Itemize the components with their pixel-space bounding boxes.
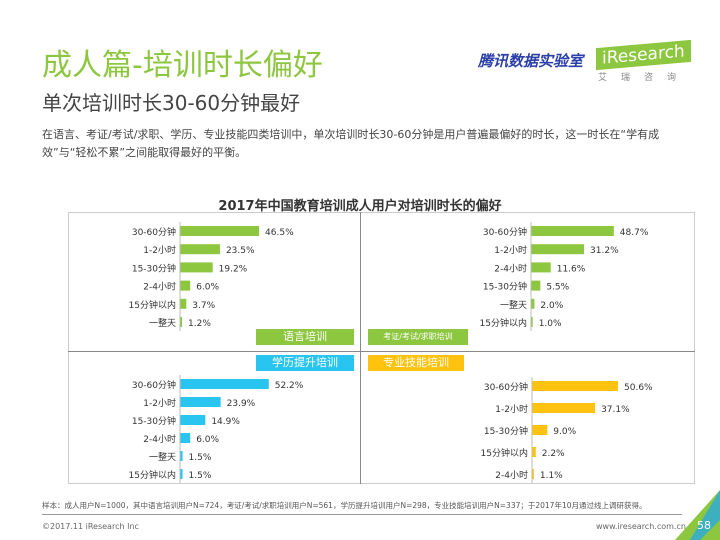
- data-label: 23.5%: [226, 246, 255, 256]
- bar: [180, 451, 183, 461]
- data-label: 5.5%: [546, 283, 569, 293]
- category-label: 1-2小时: [495, 403, 528, 415]
- data-label: 1.1%: [540, 471, 563, 481]
- bar: [180, 433, 191, 443]
- data-label: 23.9%: [227, 399, 256, 409]
- bar: [180, 226, 260, 236]
- bar: [531, 226, 614, 236]
- data-label: 37.1%: [601, 405, 630, 415]
- bar: [532, 403, 596, 413]
- data-label: 1.5%: [189, 453, 212, 463]
- bar: [180, 397, 221, 407]
- category-label: 一整天: [149, 451, 176, 463]
- data-label: 14.9%: [211, 417, 240, 427]
- bar: [180, 298, 187, 309]
- category-label: 15-30分钟: [484, 425, 528, 437]
- data-label: 1.2%: [188, 319, 211, 329]
- bar: [180, 415, 206, 425]
- panel-tag-language: 语言培训: [256, 329, 354, 345]
- data-label: 9.0%: [553, 427, 576, 437]
- data-label: 19.2%: [219, 264, 248, 274]
- category-label: 2-4小时: [494, 262, 527, 274]
- data-label: 48.7%: [620, 228, 649, 238]
- bar: [532, 447, 536, 457]
- data-label: 11.6%: [557, 264, 586, 274]
- bar: [532, 381, 619, 391]
- divider-vertical: [360, 212, 361, 484]
- page-number: 58: [697, 519, 711, 532]
- footer-divider: [42, 514, 682, 515]
- data-label: 52.2%: [275, 381, 304, 391]
- bar: [180, 379, 269, 389]
- bar: [532, 469, 534, 479]
- category-label: 一整天: [500, 299, 527, 311]
- category-label: 2-4小时: [495, 469, 528, 481]
- chart-frame: [68, 212, 695, 484]
- category-label: 一整天: [149, 317, 176, 329]
- category-label: 15分钟以内: [481, 447, 528, 459]
- data-label: 3.7%: [192, 301, 215, 311]
- page-title: 成人篇-培训时长偏好: [42, 48, 323, 83]
- data-label: 50.6%: [624, 383, 653, 393]
- bar: [531, 317, 533, 327]
- category-label: 15-30分钟: [132, 415, 176, 427]
- bar: [531, 298, 535, 309]
- bar: [531, 244, 585, 255]
- category-label: 15分钟以内: [129, 299, 176, 311]
- bar: [180, 469, 183, 479]
- data-label: 6.0%: [196, 435, 219, 445]
- category-label: 30-60分钟: [132, 379, 176, 391]
- panel-tag-exam: 考证/考试/求职培训: [368, 329, 468, 345]
- category-label: 15-30分钟: [483, 281, 527, 293]
- bar: [531, 262, 551, 273]
- category-label: 30-60分钟: [132, 226, 176, 238]
- bar: [180, 317, 183, 327]
- data-label: 31.2%: [590, 246, 619, 256]
- bar: [180, 262, 213, 273]
- data-label: 2.0%: [540, 301, 563, 311]
- bar: [531, 280, 541, 291]
- panel-tag-skill: 专业技能培训: [368, 355, 464, 371]
- website-link[interactable]: www.iresearch.com.cn: [596, 522, 686, 531]
- data-label: 6.0%: [196, 283, 219, 293]
- tencent-logo: 腾讯数据实验室: [478, 52, 584, 70]
- data-label: 2.2%: [542, 449, 565, 459]
- category-label: 15分钟以内: [480, 317, 527, 329]
- category-label: 15-30分钟: [132, 262, 176, 274]
- chart-title: 2017年中国教育培训成人用户对培训时长的偏好: [218, 199, 502, 214]
- category-label: 2-4小时: [143, 281, 176, 293]
- data-label: 1.5%: [189, 471, 212, 481]
- description: 在语言、考证/考试/求职、学历、专业技能四类培训中，单次培训时长30-60分钟是…: [42, 128, 660, 159]
- copyright: ©2017.11 iResearch Inc: [42, 522, 139, 531]
- category-label: 30-60分钟: [483, 226, 527, 238]
- category-label: 30-60分钟: [484, 381, 528, 393]
- category-label: 15分钟以内: [129, 469, 176, 481]
- category-label: 1-2小时: [494, 244, 527, 256]
- data-label: 1.0%: [539, 319, 562, 329]
- bar: [532, 425, 548, 435]
- bar: [180, 244, 220, 255]
- category-label: 2-4小时: [143, 433, 176, 445]
- bar: [180, 280, 191, 291]
- category-label: 1-2小时: [143, 397, 176, 409]
- footnote: 样本：成人用户N=1000，其中语言培训用户N=724，考证/考试/求职培训用户…: [42, 501, 647, 510]
- corner-decoration: [675, 490, 720, 540]
- panel-tag-degree: 学历提升培训: [256, 355, 354, 371]
- iresearch-logo-cn: 艾瑞咨询: [598, 73, 691, 83]
- page-subtitle: 单次培训时长30-60分钟最好: [42, 91, 301, 115]
- data-label: 46.5%: [265, 228, 294, 238]
- divider-horizontal: [68, 351, 695, 352]
- category-label: 1-2小时: [143, 244, 176, 256]
